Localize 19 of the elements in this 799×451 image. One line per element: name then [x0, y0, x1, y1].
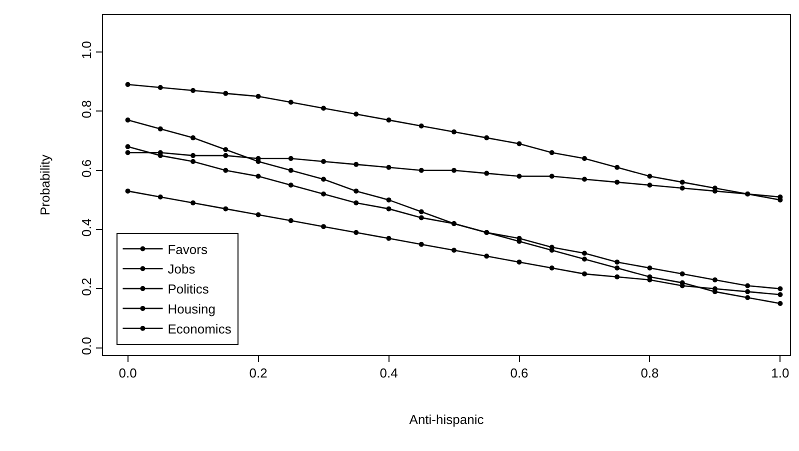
y-tick-label: 1.0: [78, 41, 94, 60]
x-tick-label: 0.2: [249, 366, 268, 381]
x-tick-label: 0.8: [640, 366, 659, 381]
x-tick-label: 1.0: [771, 366, 790, 381]
legend-label: Politics: [168, 282, 210, 297]
y-tick-label: 0.0: [78, 336, 94, 355]
y-tick-label: 0.6: [78, 159, 94, 178]
y-tick-label: 0.4: [78, 218, 94, 237]
y-axis-title: Probability: [38, 154, 53, 216]
legend-label: Jobs: [168, 262, 196, 277]
x-axis-title: Anti-hispanic: [409, 412, 484, 428]
y-tick-label: 0.8: [78, 100, 94, 118]
x-tick-label: 0.6: [510, 366, 528, 381]
y-tick-label: 0.2: [78, 278, 94, 296]
x-tick-label: 0.4: [380, 366, 398, 381]
legend-label: Housing: [168, 302, 216, 317]
legend-label: Favors: [168, 242, 208, 257]
legend-label: Economics: [168, 321, 232, 336]
x-tick-label: 0.0: [118, 366, 137, 381]
